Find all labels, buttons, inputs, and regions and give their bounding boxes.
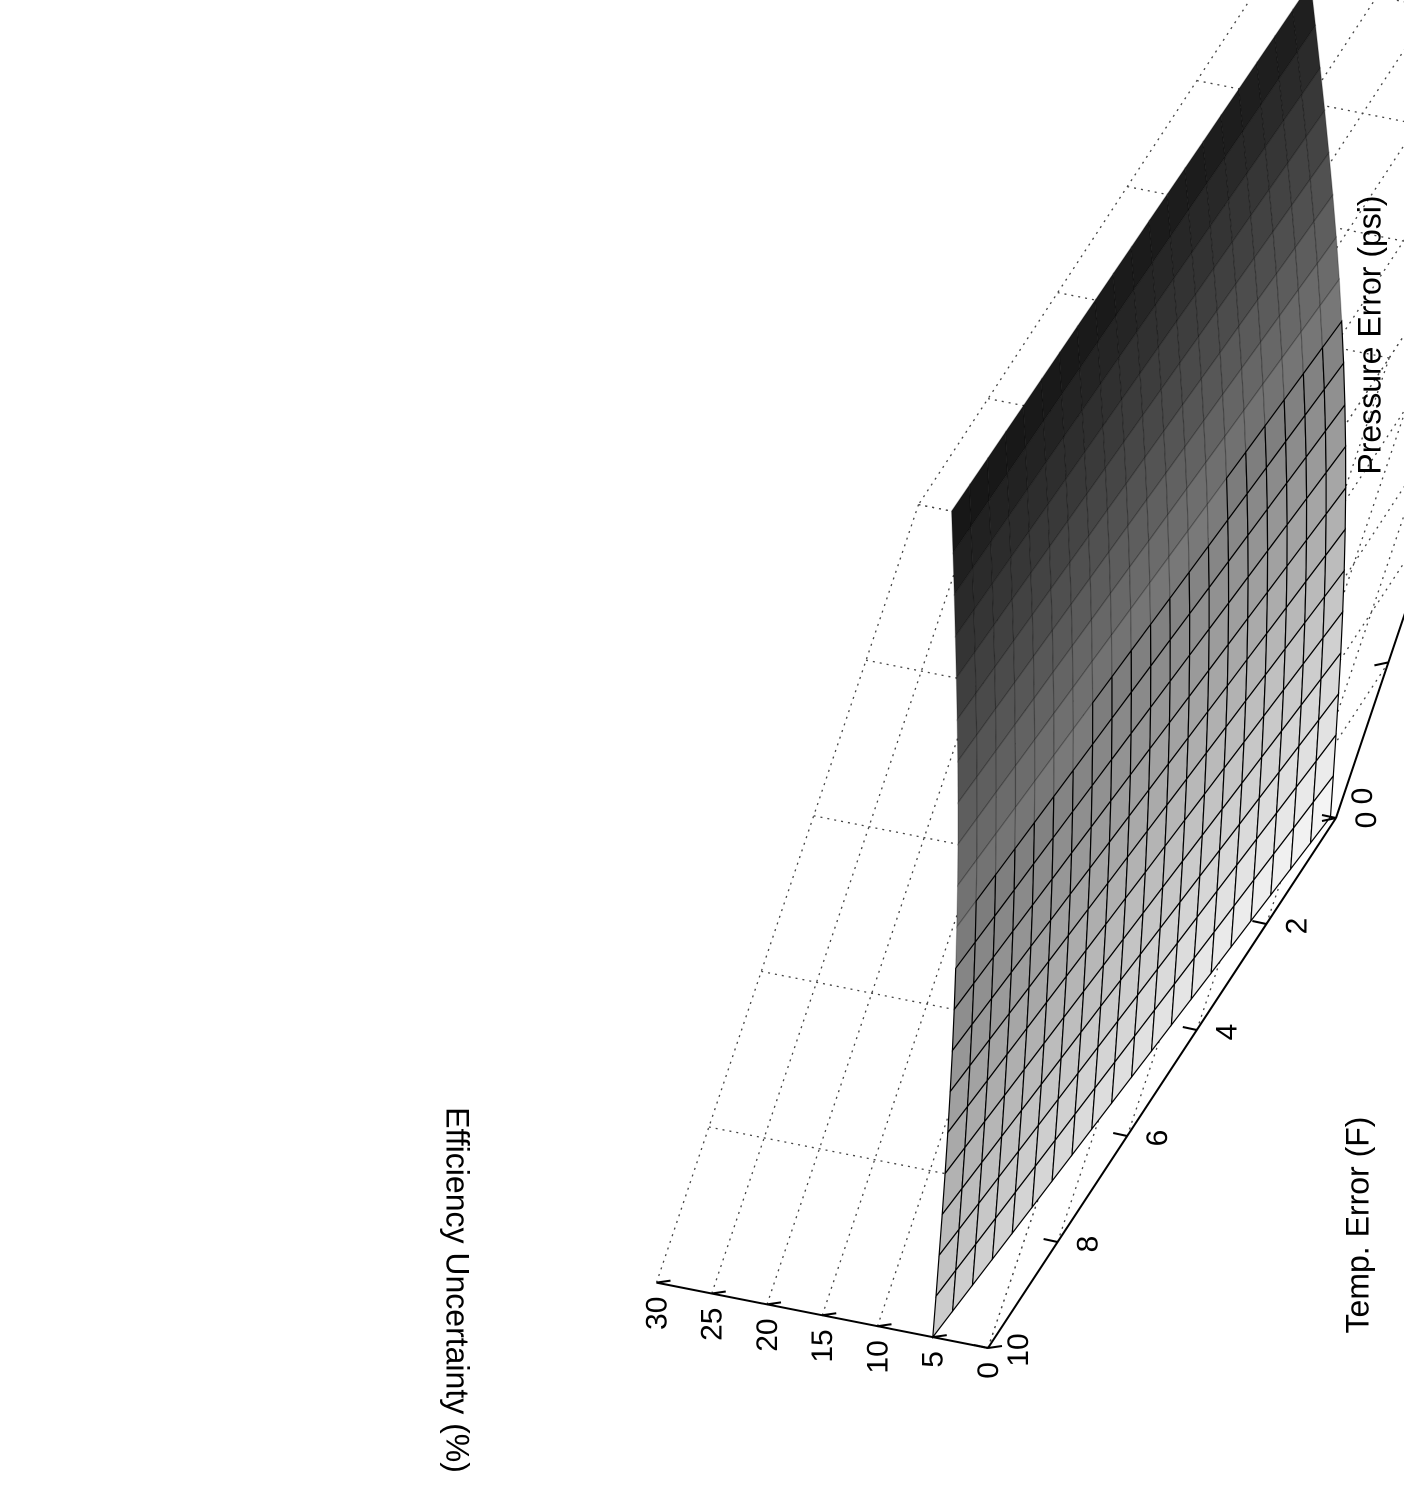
surface-cell bbox=[1296, 24, 1321, 97]
surface-cell bbox=[952, 524, 974, 597]
axes: 0510152025300246810012345 bbox=[640, 612, 1404, 1379]
surface-cell bbox=[1191, 224, 1215, 297]
x-tick-label: 10 bbox=[1002, 1333, 1035, 1366]
surface-cell bbox=[1014, 696, 1036, 768]
z-tick-mark bbox=[987, 1345, 1003, 1349]
pressure-wall-grid-line bbox=[917, 0, 1251, 505]
z-tick-mark bbox=[822, 1312, 837, 1317]
temp-wall-grid-line bbox=[655, 504, 920, 1283]
surface-cell bbox=[1130, 219, 1154, 292]
surface-cell bbox=[975, 665, 997, 737]
x-tick-label: 0 bbox=[1350, 812, 1383, 829]
z-tick-mark bbox=[932, 1334, 947, 1339]
z-tick-label: 10 bbox=[861, 1340, 894, 1373]
surface-cell bbox=[968, 456, 990, 529]
x-tick-mark bbox=[1252, 920, 1267, 925]
surface-cell bbox=[1006, 445, 1029, 518]
surface-cell bbox=[1011, 571, 1034, 643]
surface-cell bbox=[988, 471, 1010, 544]
surface-cell bbox=[1309, 774, 1335, 845]
surface-cell bbox=[1305, 108, 1330, 181]
x-tick-label: 4 bbox=[1211, 1024, 1244, 1041]
z-tick-label: 5 bbox=[917, 1351, 950, 1368]
surface-cell bbox=[1112, 245, 1135, 318]
x-axis-line bbox=[987, 817, 1337, 1349]
surface-cell bbox=[1053, 685, 1075, 757]
z-tick-mark bbox=[877, 1323, 892, 1328]
y-axis-line bbox=[1335, 612, 1404, 819]
z-tick-label: 25 bbox=[696, 1308, 729, 1341]
x-tick-label: 6 bbox=[1141, 1130, 1174, 1147]
x-tick-label: 8 bbox=[1072, 1236, 1105, 1253]
surface-cell bbox=[1047, 476, 1069, 549]
surface-cell bbox=[1250, 187, 1274, 260]
temp-wall-grid-line bbox=[711, 515, 975, 1294]
floor-grid-line bbox=[1092, 561, 1404, 1038]
surface-cell bbox=[1173, 250, 1197, 323]
x-tick-mark bbox=[973, 1344, 989, 1349]
z-tick-mark bbox=[711, 1290, 726, 1295]
x-tick-mark bbox=[1043, 1238, 1058, 1243]
y-tick-label: 0 bbox=[1346, 788, 1379, 805]
z-tick-label: 20 bbox=[751, 1318, 784, 1351]
z-tick-label: 15 bbox=[806, 1329, 839, 1362]
x-axis-label: Temp. Error (F) bbox=[1339, 1117, 1375, 1334]
z-tick-label: 0 bbox=[972, 1362, 1005, 1379]
z-axis-label: Efficiency Uncertainty (%) bbox=[440, 1107, 476, 1473]
surface-cell bbox=[1063, 408, 1086, 481]
axis-labels: Efficiency Uncertainty (%) Temp. Error (… bbox=[440, 195, 1388, 1472]
surface-cell bbox=[1301, 66, 1326, 139]
surface-cell bbox=[1268, 161, 1293, 234]
y-tick-label: 1 bbox=[1398, 632, 1404, 649]
surface-cell bbox=[1030, 544, 1052, 617]
surface-cell bbox=[990, 513, 1012, 586]
z-tick-mark bbox=[656, 1279, 671, 1284]
surface-cell bbox=[1151, 234, 1175, 307]
z-tick-mark bbox=[766, 1301, 782, 1306]
surface-cell bbox=[1231, 213, 1256, 286]
x-tick-label: 2 bbox=[1280, 918, 1313, 935]
surface-cell bbox=[1274, 8, 1299, 81]
x-tick-mark bbox=[1182, 1026, 1198, 1031]
y-axis-label: Pressure Error (psi) bbox=[1351, 195, 1387, 474]
surface-cell bbox=[957, 733, 978, 805]
y-tick-mark bbox=[1321, 817, 1337, 822]
y-tick-mark bbox=[1374, 661, 1389, 667]
z-tick-label: 30 bbox=[640, 1297, 673, 1330]
x-tick-mark bbox=[1112, 1132, 1128, 1137]
surface-cell bbox=[956, 857, 978, 929]
surface-cell bbox=[1291, 177, 1315, 250]
surface-cell bbox=[1014, 737, 1036, 810]
surface-cell bbox=[1148, 192, 1172, 265]
surface-cell bbox=[994, 639, 1016, 711]
pressure-wall-grid-line bbox=[1083, 49, 1404, 538]
surface-mesh bbox=[932, 0, 1347, 1340]
surface-cell bbox=[1264, 119, 1289, 192]
